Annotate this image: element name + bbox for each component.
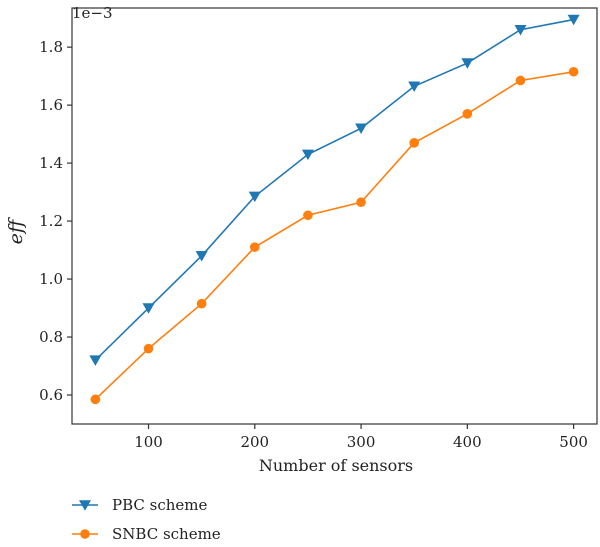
- data-point: [249, 242, 260, 252]
- y-tick-label: 0.6: [39, 386, 63, 404]
- data-point: [248, 191, 261, 203]
- y-axis-scale-label: 1e−3: [72, 4, 113, 22]
- data-point: [89, 355, 102, 366]
- plot-area: [89, 14, 580, 405]
- y-tick-label: 1.6: [39, 96, 63, 114]
- y-axis-label: eff: [5, 216, 27, 244]
- x-tick-label: 400: [453, 433, 482, 451]
- data-point: [90, 394, 101, 405]
- data-point: [515, 75, 526, 86]
- x-tick-label: 300: [347, 433, 376, 451]
- legend: PBC scheme SNBC scheme: [72, 496, 221, 543]
- data-point: [568, 66, 579, 77]
- y-tick-label: 0.8: [39, 328, 63, 346]
- data-point: [514, 24, 527, 36]
- y-tick-label: 1.2: [39, 212, 63, 230]
- legend-label: SNBC scheme: [112, 525, 221, 543]
- data-point: [142, 303, 155, 314]
- series-snbc: [90, 66, 579, 405]
- plot-frame: [71, 7, 598, 425]
- data-point: [567, 14, 580, 26]
- axes: 100 200 300 400 500 0.6 0.8 1.0 1.2 1.4 1.6 1.8: [39, 7, 598, 451]
- legend-item: SNBC scheme: [72, 525, 221, 543]
- y-tick-label: 1.8: [39, 38, 63, 56]
- legend-marker: [79, 500, 91, 511]
- data-point: [408, 81, 421, 92]
- data-point: [301, 149, 314, 161]
- x-tick-label: 200: [240, 433, 269, 451]
- y-tick-label: 1.4: [39, 154, 63, 172]
- data-point: [143, 343, 154, 354]
- series-line: [94, 70, 574, 400]
- legend-item: PBC scheme: [72, 496, 207, 514]
- data-point: [196, 298, 207, 309]
- series-line: [94, 18, 574, 361]
- data-point: [303, 210, 313, 221]
- data-point: [356, 197, 366, 208]
- series-pbc: [89, 14, 580, 366]
- y-tick-label: 1.0: [39, 270, 63, 288]
- data-point: [195, 251, 208, 262]
- legend-label: PBC scheme: [112, 496, 207, 514]
- data-point: [461, 58, 474, 69]
- x-tick-label: 100: [134, 433, 163, 451]
- x-tick-label: 500: [559, 433, 588, 451]
- data-point: [462, 109, 473, 119]
- data-point: [409, 138, 420, 148]
- x-axis-label: Number of sensors: [259, 456, 413, 475]
- legend-marker: [80, 529, 90, 539]
- data-point: [355, 123, 368, 135]
